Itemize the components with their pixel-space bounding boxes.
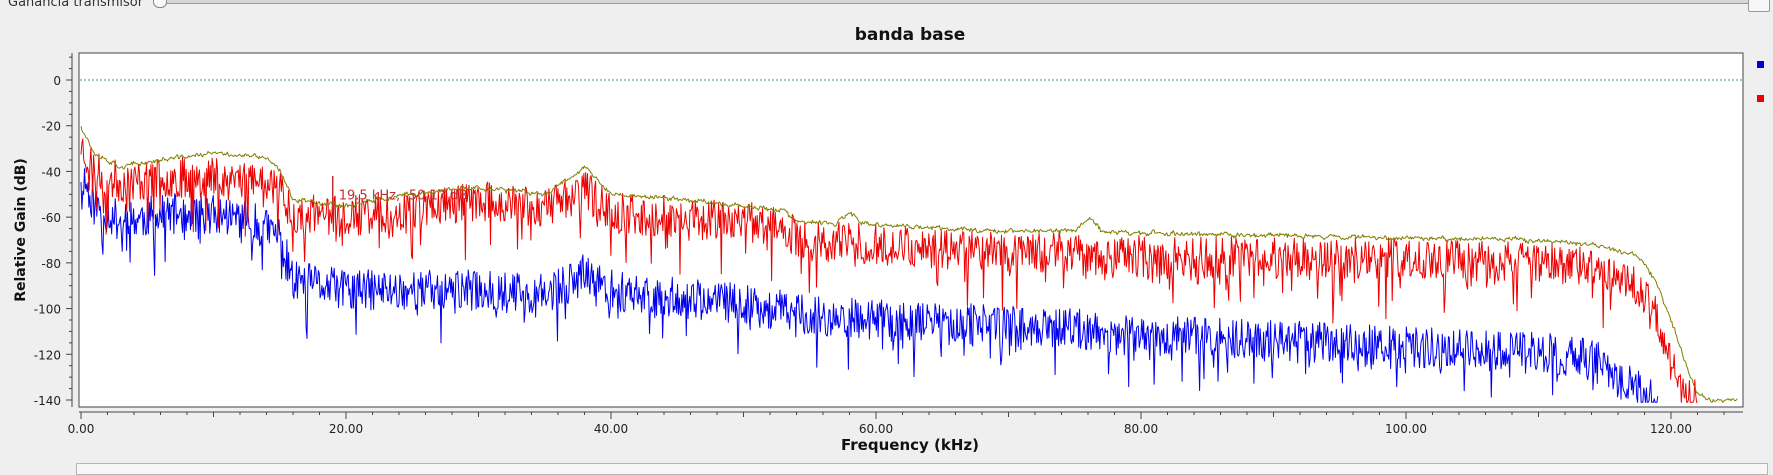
x-tick-label: 60.00 bbox=[859, 422, 893, 436]
legend-swatch-2 bbox=[1757, 95, 1764, 102]
series-line-1 bbox=[80, 168, 1659, 403]
y-tick-label: -60 bbox=[41, 211, 61, 225]
x-tick-label: 40.00 bbox=[594, 422, 628, 436]
x-tick-label: 0.00 bbox=[68, 422, 95, 436]
bottom-panel bbox=[76, 463, 1768, 475]
marker-label: 19.5 kHz, -50.17 dB bbox=[339, 189, 468, 204]
y-tick-label: -40 bbox=[41, 165, 61, 179]
series-group bbox=[80, 125, 1738, 403]
y-tick-label: -140 bbox=[34, 394, 61, 408]
y-tick-label: -120 bbox=[34, 348, 61, 362]
spectrum-chart[interactable]: banda base 0 -20 -40 -60 -80 -100 -120 -140 0.0… bbox=[0, 0, 1773, 462]
y-tick-label: -100 bbox=[34, 303, 61, 317]
y-tick-label: -80 bbox=[41, 257, 61, 271]
x-tick-label: 120.00 bbox=[1650, 422, 1692, 436]
y-axis-label: Relative Gain (dB) bbox=[13, 158, 29, 302]
x-tick-label: 100.00 bbox=[1385, 422, 1427, 436]
gain-value-box[interactable] bbox=[1748, 0, 1770, 12]
chart-title: banda base bbox=[855, 25, 966, 45]
legend-swatch-1 bbox=[1757, 61, 1764, 68]
gain-slider-label: Ganancia transmisor bbox=[8, 0, 144, 10]
y-tick-label: 0 bbox=[53, 74, 61, 88]
series-line-3 bbox=[80, 125, 1738, 403]
x-axis-label: Frequency (kHz) bbox=[841, 436, 979, 454]
marker-annotation-group: 19.5 kHz, -50.17 dB bbox=[332, 176, 468, 213]
series-line-2 bbox=[80, 138, 1698, 403]
y-axis: 0 -20 -40 -60 -80 -100 -120 -140 bbox=[34, 53, 73, 408]
x-tick-label: 20.00 bbox=[329, 422, 363, 436]
y-tick-label: -20 bbox=[41, 120, 61, 134]
x-tick-label: 80.00 bbox=[1124, 422, 1158, 436]
gain-slider-handle[interactable] bbox=[153, 0, 167, 8]
legend bbox=[1757, 61, 1764, 102]
x-axis: 0.00 20.00 40.00 60.00 80.00 100.00 120.00 bbox=[68, 411, 1743, 436]
